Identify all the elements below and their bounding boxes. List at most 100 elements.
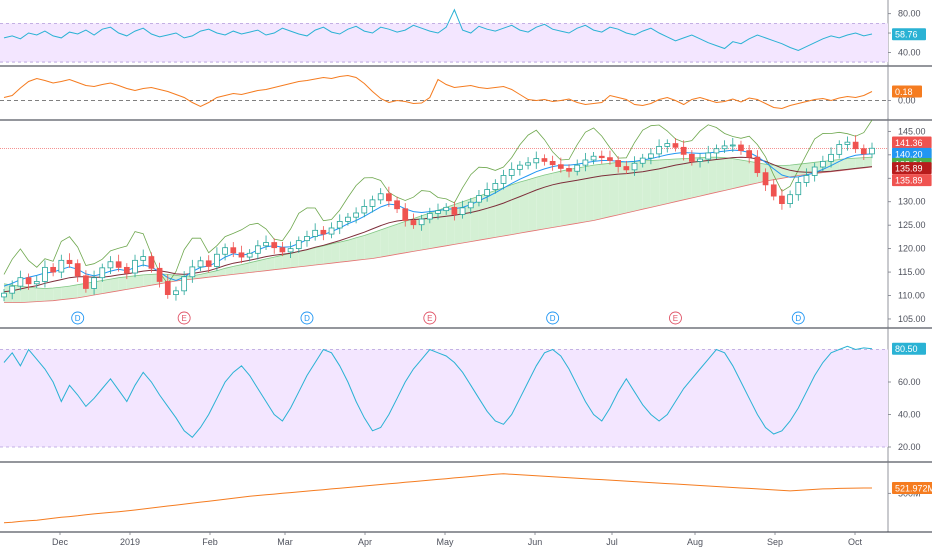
candle-body — [189, 266, 196, 278]
candle-body — [271, 242, 278, 249]
pane-price: 145.00140.00135.00130.00125.00120.00115.… — [0, 118, 932, 329]
candle-body — [410, 220, 417, 226]
candle-body — [746, 150, 753, 158]
band-fill — [0, 23, 888, 63]
candle-body — [574, 164, 581, 172]
cloud-segment — [118, 276, 127, 291]
cloud-segment — [675, 158, 684, 202]
candle-body — [369, 199, 376, 207]
cloud-segment — [225, 266, 234, 276]
cloud-segment — [446, 204, 455, 246]
candle-body — [345, 216, 351, 222]
cloud-segment — [102, 279, 111, 294]
cloud-segment — [200, 272, 209, 279]
candle-body — [476, 195, 482, 203]
candle-body — [33, 281, 40, 285]
y-tick-label: 145.00 — [898, 126, 926, 136]
candle-body — [549, 160, 556, 166]
candle-body — [484, 189, 490, 197]
candle-body — [164, 281, 171, 295]
candle-body — [279, 247, 286, 253]
price-label-badge-volume-cumulative — [892, 481, 932, 494]
candle-body — [713, 148, 720, 154]
candle-body — [648, 153, 654, 159]
cloud-segment — [249, 260, 258, 273]
candle-body — [525, 162, 531, 166]
candle-body — [754, 156, 761, 174]
candle-body — [451, 206, 458, 215]
candle-body — [680, 146, 687, 155]
x-tick-label: Aug — [687, 537, 703, 547]
candle-body — [738, 144, 744, 152]
cloud-segment — [569, 167, 578, 225]
y-tick-label: 115.00 — [898, 267, 925, 277]
candle-body — [312, 229, 319, 237]
price-label-badge-rsi-top — [892, 28, 926, 41]
cloud-segment — [618, 161, 627, 215]
cloud-segment — [724, 157, 733, 191]
candle-body — [230, 247, 237, 254]
candle-body — [860, 148, 867, 155]
candle-body — [99, 267, 106, 279]
candle-body — [582, 159, 589, 166]
candle-body — [123, 266, 130, 274]
x-tick-label: Feb — [202, 537, 218, 547]
candle-body — [492, 183, 499, 190]
candle-body — [566, 168, 572, 172]
cloud-segment — [863, 157, 872, 168]
candle-body — [590, 155, 597, 161]
event-marker — [71, 311, 85, 325]
cloud-segment — [708, 157, 717, 195]
candle-body — [762, 172, 769, 186]
x-tick-label: Apr — [358, 537, 372, 547]
cloud-segment — [650, 159, 660, 208]
price-label-badge-oscillator — [892, 85, 922, 98]
y-tick-label: 20.00 — [898, 442, 921, 452]
cloud-segment — [495, 187, 504, 238]
cloud-segment — [700, 157, 709, 197]
cloud-segment — [388, 224, 398, 256]
cloud-segment — [585, 165, 594, 222]
y-tick-label: 40.00 — [898, 47, 921, 57]
candle-body — [25, 277, 32, 285]
cloud-segment — [323, 243, 332, 265]
x-tick-label: Jul — [606, 537, 618, 547]
cloud-segment — [53, 287, 62, 301]
candle-body — [9, 285, 16, 294]
y-tick-label: 125.00 — [898, 220, 926, 230]
series-line-oscillator — [3, 74, 873, 110]
candle-body — [214, 253, 220, 267]
candle-body — [656, 145, 662, 155]
cloud-segment — [28, 287, 37, 303]
candle-body — [140, 256, 147, 261]
cloud-segment — [282, 253, 291, 269]
price-label-stochastic-rsi: 80.50 — [895, 344, 918, 354]
cloud-segment — [503, 184, 512, 236]
candle-body — [328, 227, 335, 235]
cloud-segment — [667, 159, 676, 204]
cloud-segment — [740, 159, 750, 187]
candle-body — [222, 247, 228, 255]
candle-body — [459, 207, 466, 215]
x-tick-label: Oct — [848, 537, 863, 547]
cloud-segment — [135, 274, 144, 289]
candle-body — [541, 158, 548, 162]
panes-layer: 80.0060.0040.0058.760.000.18145.00140.00… — [0, 0, 932, 533]
cloud-segment — [536, 174, 545, 231]
candle-body — [181, 276, 188, 292]
candle-body — [394, 200, 400, 210]
candle-body — [50, 266, 56, 273]
candle-body — [639, 157, 646, 164]
candle-body — [17, 277, 24, 287]
cloud-segment — [397, 221, 406, 255]
candle-body — [705, 152, 712, 160]
x-tick-label: Mar — [277, 537, 293, 547]
candle-body — [787, 194, 793, 204]
price-label-badge-stochastic-rsi — [892, 342, 926, 355]
cloud-segment — [519, 179, 529, 234]
candle-body — [697, 158, 703, 162]
candle-body — [869, 147, 875, 155]
cloud-segment — [290, 251, 299, 268]
candle-body — [173, 290, 179, 295]
